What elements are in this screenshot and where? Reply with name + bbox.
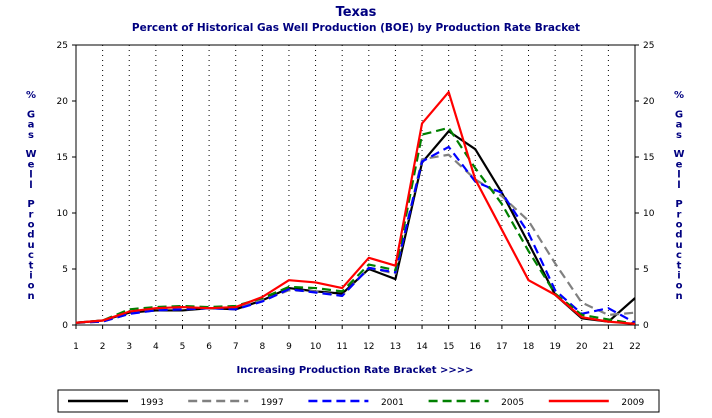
y-label-right-char: G: [675, 109, 683, 120]
y-label-left-char: a: [28, 120, 35, 131]
y-tick-label-right: 0: [643, 321, 649, 331]
x-tick-label: 14: [416, 342, 428, 352]
y-label-right-char: s: [676, 130, 682, 141]
series-line-2001: [75, 145, 636, 324]
y-label-left-char: l: [29, 170, 32, 181]
y-tick-label-left: 20: [57, 97, 69, 107]
x-tick-label: 12: [363, 342, 374, 352]
y-tick-label-right: 20: [643, 97, 655, 107]
x-tick-label: 7: [233, 342, 239, 352]
y-label-right-char: r: [677, 209, 682, 220]
y-label-right-char: t: [677, 260, 682, 271]
y-tick-label-right: 25: [643, 41, 654, 51]
legend-label-2009: 2009: [621, 398, 644, 408]
x-tick-label: 18: [523, 342, 535, 352]
series-line-1997: [75, 153, 636, 324]
legend-box: [57, 389, 660, 413]
x-tick-label: 13: [390, 342, 401, 352]
grid: [102, 45, 609, 325]
legend-label-2005: 2005: [501, 398, 524, 408]
chart-subtitle: Percent of Historical Gas Well Productio…: [132, 22, 580, 34]
x-tick-label: 16: [470, 342, 482, 352]
y-label-right-char: P: [675, 199, 682, 210]
legend-label-1997: 1997: [261, 398, 284, 408]
x-tick-label: 4: [153, 342, 159, 352]
y-label-right-char: W: [673, 149, 684, 160]
y-label-left-char: u: [27, 240, 34, 251]
y-label-left-char: e: [28, 159, 35, 170]
y-label-left-char: s: [28, 130, 34, 141]
y-label-left-char: r: [29, 209, 34, 220]
y-label-right-char: a: [676, 120, 683, 131]
y-label-left-char: G: [27, 109, 35, 120]
x-tick-label: 1: [73, 342, 79, 352]
y-label-left-char: W: [25, 149, 36, 160]
x-tick-label: 19: [549, 342, 561, 352]
y-label-left-char: P: [27, 199, 34, 210]
x-tick-label: 21: [603, 342, 614, 352]
axis-ticks: 1 2 3 4 5 6 7 8 9 10 11 12 13 14 15 16 17 18 19 20 21 220 05 51…: [57, 41, 655, 352]
x-tick-label: 3: [126, 342, 132, 352]
y-label-left-char: o: [28, 220, 35, 231]
y-label-left-char: o: [28, 281, 35, 292]
x-tick-label: 15: [443, 342, 454, 352]
y-label-right-char: c: [676, 250, 682, 261]
series-line-1993: [75, 130, 636, 324]
y-tick-label-left: 10: [57, 209, 69, 219]
y-label-right-char: d: [675, 230, 682, 241]
y-label-left-char: t: [29, 260, 34, 271]
x-tick-label: 20: [576, 342, 588, 352]
plot-area: [75, 44, 636, 326]
y-label-left-char: %: [26, 90, 36, 101]
x-tick-label: 22: [629, 342, 640, 352]
x-tick-label: 10: [310, 342, 322, 352]
y-tick-label-left: 25: [57, 41, 68, 51]
y-label-right-char: o: [676, 220, 683, 231]
series-lines: [75, 90, 636, 325]
y-tick-label-left: 0: [62, 321, 68, 331]
y-tick-label-right: 5: [643, 265, 649, 275]
y-label-right-char: u: [675, 240, 682, 251]
legend-label-2001: 2001: [381, 398, 404, 408]
x-tick-label: 11: [336, 342, 347, 352]
y-tick-label-left: 5: [62, 265, 68, 275]
legend-label-1993: 1993: [141, 398, 164, 408]
y-label-right-char: n: [675, 291, 682, 302]
y-tick-label-left: 15: [57, 153, 68, 163]
y-label-right-char: l: [677, 170, 680, 181]
y-label-left-char: c: [28, 250, 34, 261]
x-tick-label: 8: [259, 342, 265, 352]
y-label-right-char: i: [677, 271, 680, 282]
y-label-left-char: l: [29, 180, 32, 191]
y-label-right-char: o: [676, 281, 683, 292]
series-line-2005: [75, 126, 636, 325]
y-label-left-char: n: [27, 291, 34, 302]
y-tick-label-right: 15: [643, 153, 654, 163]
y-label-right-char: e: [676, 159, 683, 170]
y-label-right-char: l: [677, 180, 680, 191]
y-label-left-char: d: [27, 230, 34, 241]
x-tick-label: 2: [100, 342, 106, 352]
x-tick-label: 5: [180, 342, 186, 352]
series-line-2009: [75, 90, 636, 325]
x-tick-label: 6: [206, 342, 212, 352]
y-label-left-char: i: [29, 271, 32, 282]
y-label-right-char: %: [674, 90, 684, 101]
chart-title: Texas: [336, 5, 377, 20]
x-axis-label: Increasing Production Rate Bracket >>>>: [236, 365, 473, 376]
y-tick-label-right: 10: [643, 209, 655, 219]
x-tick-label: 17: [496, 342, 507, 352]
x-tick-label: 9: [286, 342, 292, 352]
legend: 1993 1997 2001 2005 2009: [68, 398, 645, 408]
